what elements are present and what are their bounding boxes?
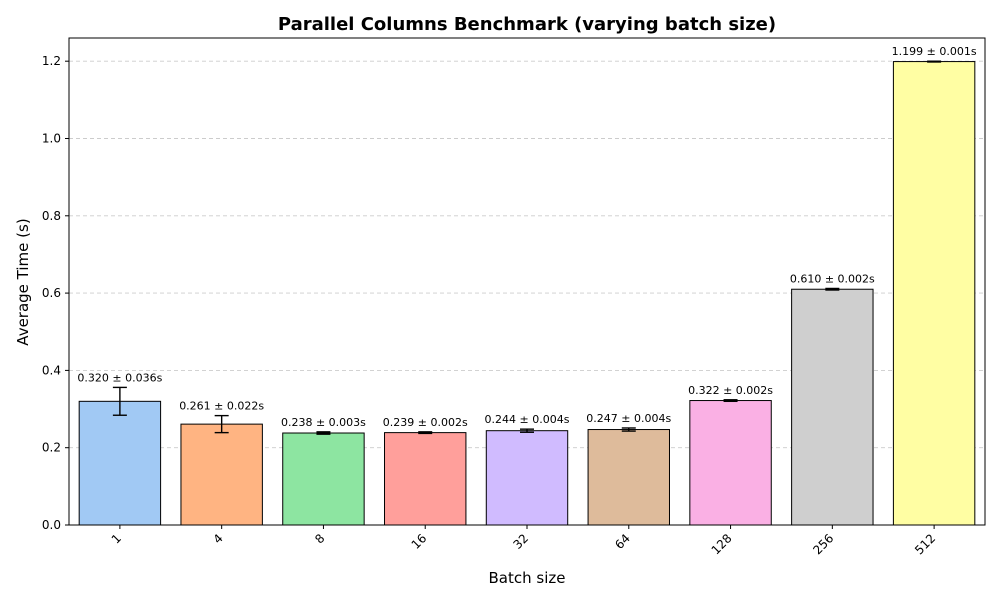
data-label-32: 0.244 ± 0.004s — [485, 413, 570, 426]
error-bar-1 — [112, 386, 127, 416]
data-label-16: 0.239 ± 0.002s — [383, 416, 468, 429]
chart-title: Parallel Columns Benchmark (varying batc… — [278, 14, 776, 35]
error-bar-16 — [418, 431, 433, 435]
bar-256 — [791, 288, 874, 526]
error-bar-64 — [621, 427, 636, 432]
y-tick-label: 0.2 — [42, 441, 61, 455]
y-tick-label: 0.4 — [42, 363, 61, 377]
x-tick-label: 8 — [312, 531, 327, 546]
x-tick-label: 128 — [709, 531, 735, 557]
error-bar-128 — [723, 399, 738, 403]
data-label-8: 0.238 ± 0.003s — [281, 416, 366, 429]
data-label-1: 0.320 ± 0.036s — [77, 371, 162, 384]
error-bars — [112, 60, 942, 435]
bar-64 — [587, 429, 670, 526]
x-axis-title: Batch size — [489, 569, 566, 587]
data-label-512: 1.199 ± 0.001s — [892, 45, 977, 58]
data-label-128: 0.322 ± 0.002s — [688, 384, 773, 397]
y-axis: 0.0 0.2 0.4 0.6 0.8 1.0 1.2 — [42, 54, 69, 532]
bars — [78, 61, 976, 526]
x-tick-label: 4 — [210, 531, 225, 546]
x-tick-label: 512 — [912, 531, 938, 557]
x-tick-label: 64 — [612, 531, 633, 552]
error-bar-256 — [825, 287, 840, 291]
data-label-256: 0.610 ± 0.002s — [790, 272, 875, 285]
error-bar-32 — [520, 428, 534, 433]
y-tick-label: 1.2 — [42, 54, 61, 68]
data-labels: 0.320 ± 0.036s 0.261 ± 0.022s 0.238 ± 0.00… — [77, 45, 976, 429]
y-tick-label: 0.6 — [42, 286, 61, 300]
bar-1 — [78, 400, 162, 526]
data-label-64: 0.247 ± 0.004s — [586, 412, 671, 425]
bar-16 — [384, 432, 467, 526]
y-axis-title: Average Time (s) — [14, 218, 32, 345]
y-tick-label: 1.0 — [42, 131, 61, 145]
x-tick-label: 1 — [109, 531, 124, 546]
error-bar-512 — [927, 60, 942, 63]
bar-4 — [180, 423, 263, 526]
error-bar-8 — [316, 431, 331, 435]
y-tick-label: 0.0 — [42, 518, 61, 532]
bar-32 — [485, 430, 569, 526]
bar-512 — [892, 61, 976, 526]
bar-128 — [689, 400, 772, 526]
x-tick-label: 32 — [510, 531, 531, 552]
x-tick-label: 256 — [810, 531, 836, 557]
y-tick-label: 0.8 — [42, 209, 61, 223]
x-tick-label: 16 — [409, 531, 430, 552]
data-label-4: 0.261 ± 0.022s — [179, 400, 264, 413]
error-bar-4 — [214, 414, 229, 434]
x-axis: 1 4 8 16 32 64 128 256 512 — [109, 525, 938, 557]
bar-8 — [282, 432, 365, 526]
